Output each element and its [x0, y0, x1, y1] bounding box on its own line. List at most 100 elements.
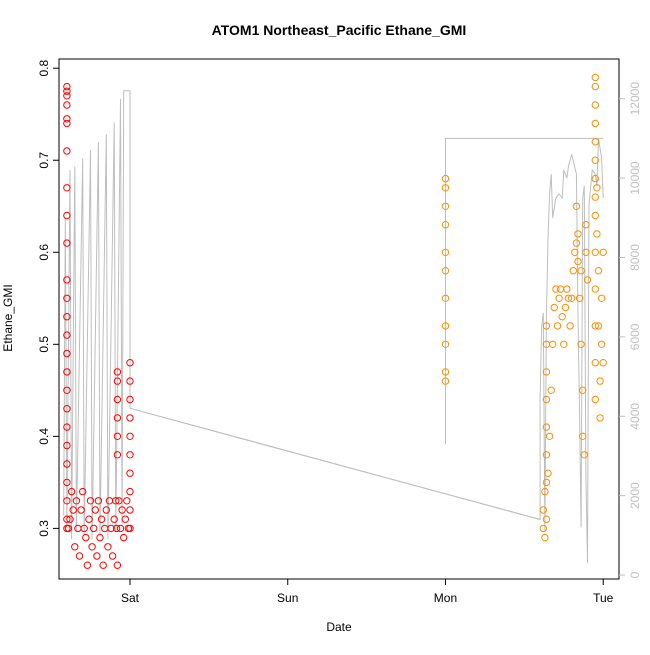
- data-point: [599, 359, 607, 367]
- data-point: [123, 497, 131, 505]
- data-point: [113, 414, 122, 422]
- data-point: [63, 497, 71, 505]
- data-point: [593, 184, 601, 192]
- data-point: [568, 294, 576, 302]
- data-point: [96, 533, 104, 542]
- y-tick-label: 0.8: [37, 60, 51, 77]
- data-point: [591, 73, 599, 82]
- data-point: [63, 119, 71, 128]
- data-point: [572, 239, 581, 247]
- data-point: [113, 561, 122, 569]
- data-point: [591, 211, 599, 220]
- data-point: [121, 515, 130, 523]
- data-point: [579, 386, 587, 394]
- data-point: [575, 294, 584, 302]
- data-point: [441, 202, 450, 211]
- data-point: [566, 322, 574, 330]
- y2-tick-label: 4000: [628, 403, 642, 430]
- y-tick-label: 0.3: [37, 520, 51, 537]
- data-point: [69, 506, 77, 514]
- data-point: [577, 340, 585, 348]
- data-point: [591, 174, 599, 183]
- data-point: [582, 221, 590, 229]
- data-point: [560, 340, 568, 348]
- data-point: [580, 451, 588, 459]
- data-point: [107, 524, 115, 533]
- data-point: [115, 497, 123, 505]
- data-point: [90, 524, 98, 533]
- x-tick-label: Tue: [593, 591, 614, 605]
- data-point: [574, 257, 582, 266]
- data-point: [441, 340, 450, 348]
- data-point: [71, 543, 79, 551]
- data-point: [547, 386, 555, 394]
- data-point: [94, 497, 103, 505]
- y2-tick-label: 0: [628, 571, 642, 578]
- data-point: [558, 313, 566, 321]
- data-point: [79, 487, 87, 496]
- data-point: [441, 184, 450, 192]
- data-point: [63, 115, 71, 123]
- data-point: [591, 101, 599, 109]
- y-tick-label: 0.7: [37, 152, 51, 169]
- data-point: [579, 432, 587, 440]
- data-point: [112, 497, 120, 505]
- data-point: [85, 515, 93, 523]
- data-point: [577, 267, 585, 275]
- data-point: [594, 322, 603, 330]
- data-point: [549, 340, 557, 348]
- data-point: [63, 331, 71, 339]
- data-point: [91, 506, 100, 514]
- data-point: [63, 423, 71, 431]
- altitude-transit-line: [129, 407, 541, 520]
- data-point: [542, 451, 551, 459]
- data-point: [441, 267, 450, 275]
- data-point: [550, 303, 558, 312]
- data-point: [591, 193, 599, 201]
- data-point: [564, 294, 573, 302]
- data-point: [113, 368, 122, 376]
- data-point: [126, 432, 134, 440]
- data-point: [113, 432, 122, 440]
- data-point: [108, 552, 117, 560]
- data-point: [545, 432, 554, 440]
- data-point: [126, 414, 134, 422]
- data-point: [86, 497, 95, 505]
- data-point: [591, 119, 599, 128]
- data-point: [67, 487, 76, 496]
- data-point: [126, 469, 134, 477]
- data-point: [539, 524, 547, 533]
- data-point: [126, 487, 134, 496]
- data-point: [63, 184, 71, 192]
- data-point: [441, 368, 450, 376]
- data-point: [120, 533, 128, 542]
- data-point: [596, 377, 604, 385]
- x-tick-label: Mon: [434, 591, 457, 605]
- data-point: [593, 230, 601, 238]
- data-point: [113, 395, 122, 404]
- data-point: [63, 386, 71, 394]
- data-point: [66, 515, 74, 523]
- data-point: [113, 451, 122, 459]
- data-point: [83, 561, 92, 569]
- data-point: [561, 303, 570, 312]
- data-point: [574, 230, 582, 238]
- y-tick-label: 0.4: [37, 428, 51, 445]
- data-point: [582, 248, 590, 257]
- plot-frame: [58, 58, 620, 580]
- data-point: [72, 497, 81, 505]
- data-point: [544, 469, 552, 477]
- data-point: [126, 506, 134, 514]
- data-point: [542, 368, 551, 376]
- data-point: [63, 441, 71, 450]
- data-point: [542, 395, 551, 404]
- data-point: [64, 524, 73, 533]
- data-point: [591, 156, 599, 164]
- data-point: [591, 285, 599, 293]
- x-tick-label: Sat: [121, 591, 140, 605]
- data-point: [441, 248, 450, 257]
- data-point: [596, 414, 604, 422]
- data-point: [541, 533, 549, 542]
- data-point: [572, 202, 581, 211]
